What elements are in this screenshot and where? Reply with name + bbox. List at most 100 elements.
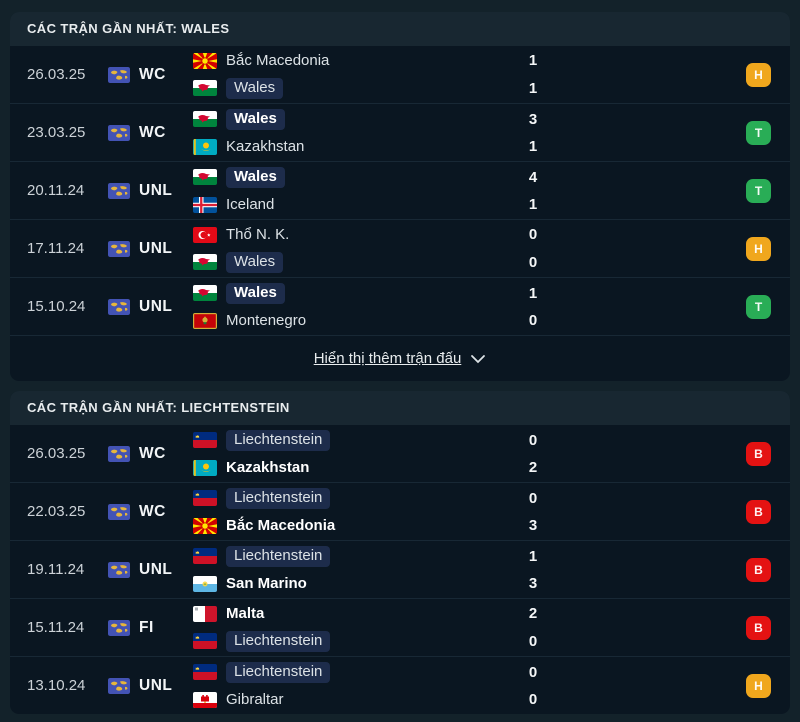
team-name: Liechtenstein	[226, 630, 331, 652]
competition-label: UNL	[139, 181, 173, 199]
match-date: 15.11.24	[27, 619, 85, 636]
team-score: 3	[528, 110, 538, 128]
team-score: 2	[528, 605, 538, 622]
competition: WC	[108, 124, 193, 142]
match-row[interactable]: 22.03.25 WC Liechtenstein 0 Bắc	[10, 482, 790, 540]
team-score: 1	[528, 79, 538, 97]
competition-label: UNL	[139, 560, 173, 578]
team-name: Malta	[226, 604, 265, 622]
section-title-liechtenstein: CÁC TRẬN GẦN NHẤT: LIECHTENSTEIN	[10, 391, 790, 425]
match-row[interactable]: 20.11.24 UNL Wales 4 Iceland	[10, 161, 790, 219]
match-date: 17.11.24	[27, 240, 85, 257]
competition: UNL	[108, 182, 193, 200]
team-score: 0	[528, 253, 538, 271]
team-name: Montenegro	[226, 311, 307, 329]
result-badge: B	[746, 499, 771, 524]
teams: Bắc Macedonia 1 Wales 1	[193, 51, 545, 99]
competition-label: UNL	[139, 676, 173, 694]
competition-world-icon	[108, 561, 130, 578]
team-name: Wales	[226, 166, 285, 188]
team-score: 2	[528, 459, 538, 476]
team-name: Thổ N. K.	[226, 225, 290, 243]
flag-san-marino-icon	[193, 575, 217, 592]
flag-wales-icon	[193, 80, 217, 96]
team-name: Liechtenstein	[226, 545, 331, 567]
team-name: Kazakhstan	[226, 458, 310, 476]
home-team-line: Wales 1	[193, 282, 545, 304]
result-badge: H	[746, 236, 771, 261]
team-name: Wales	[226, 251, 284, 273]
match-row[interactable]: 15.11.24 FI Malta 2 Liechtenste	[10, 598, 790, 656]
team-score: 1	[528, 284, 538, 302]
show-more-link[interactable]: Hiển thị thêm trận đấu	[313, 350, 462, 367]
flag-liechtenstein-icon	[193, 664, 217, 680]
competition-world-icon	[108, 66, 130, 83]
flag-north-macedonia-icon	[193, 52, 217, 69]
team-score: 0	[528, 431, 538, 449]
away-team-line: Wales 0	[193, 251, 545, 273]
team-score: 0	[528, 663, 538, 681]
teams: Liechtenstein 0 Bắc Macedonia 3	[193, 487, 545, 536]
away-team-line: Wales 1	[193, 77, 545, 99]
flag-liechtenstein-icon	[193, 633, 217, 649]
match-row[interactable]: 26.03.25 WC Bắc Macedonia 1 Wal	[10, 46, 790, 103]
match-row[interactable]: 23.03.25 WC Wales 3 Kazakhstan	[10, 103, 790, 161]
competition-label: WC	[139, 444, 166, 462]
result-badge: T	[746, 178, 771, 203]
home-team-line: Thổ N. K. 0	[193, 225, 545, 245]
section-wales-card: CÁC TRẬN GẦN NHẤT: WALES 26.03.25 WC Bắc…	[10, 12, 790, 381]
teams: Wales 1 Montenegro 0	[193, 282, 545, 331]
teams: Liechtenstein 0 Gibraltar 0	[193, 661, 545, 710]
chevron-down-icon	[470, 354, 486, 364]
match-row[interactable]: 15.10.24 UNL Wales 1 Montenegro	[10, 277, 790, 335]
away-team-line: Kazakhstan 1	[193, 137, 545, 157]
match-date: 20.11.24	[27, 182, 85, 199]
team-score: 0	[528, 691, 538, 708]
competition: WC	[108, 445, 193, 463]
result-badge: H	[746, 673, 771, 698]
team-name: Kazakhstan	[226, 137, 305, 155]
team-name: Liechtenstein	[226, 429, 331, 451]
match-list-wales: 26.03.25 WC Bắc Macedonia 1 Wal	[10, 46, 790, 335]
match-row[interactable]: 13.10.24 UNL Liechtenstein 0 Gi	[10, 656, 790, 714]
match-date: 23.03.25	[27, 124, 86, 141]
competition-world-icon	[108, 240, 130, 257]
flag-wales-icon	[193, 169, 217, 185]
home-team-line: Liechtenstein 0	[193, 661, 545, 683]
competition-label: UNL	[139, 297, 173, 315]
match-date: 26.03.25	[27, 445, 86, 462]
competition-world-icon	[108, 124, 130, 141]
team-score: 0	[528, 312, 538, 329]
flag-malta-icon	[193, 605, 217, 622]
team-score: 1	[528, 196, 538, 213]
team-score: 3	[528, 517, 538, 534]
competition-world-icon	[108, 182, 130, 199]
result-badge: T	[746, 120, 771, 145]
team-score: 0	[528, 226, 538, 243]
section-title-wales: CÁC TRẬN GẦN NHẤT: WALES	[10, 12, 790, 46]
match-row[interactable]: 26.03.25 WC Liechtenstein 0 Kaz	[10, 425, 790, 482]
match-row[interactable]: 19.11.24 UNL Liechtenstein 1 Sa	[10, 540, 790, 598]
team-name: Wales	[226, 108, 285, 130]
home-team-line: Wales 3	[193, 108, 545, 130]
competition-world-icon	[108, 298, 130, 315]
flag-iceland-icon	[193, 196, 217, 213]
competition-label: WC	[139, 123, 166, 141]
result-badge: B	[746, 557, 771, 582]
match-date: 26.03.25	[27, 66, 86, 83]
match-date: 13.10.24	[27, 677, 86, 694]
section-liechtenstein-card: CÁC TRẬN GẦN NHẤT: LIECHTENSTEIN 26.03.2…	[10, 391, 790, 714]
competition: WC	[108, 66, 193, 84]
match-row[interactable]: 17.11.24 UNL Thổ N. K. 0 Wales	[10, 219, 790, 277]
competition-label: UNL	[139, 239, 173, 257]
team-name: San Marino	[226, 574, 307, 592]
competition-world-icon	[108, 677, 130, 694]
home-team-line: Liechtenstein 0	[193, 487, 545, 509]
show-more-row: Hiển thị thêm trận đấu	[10, 335, 790, 381]
flag-gibraltar-icon	[193, 691, 217, 708]
competition: WC	[108, 503, 193, 521]
team-score: 0	[528, 632, 538, 650]
team-score: 1	[528, 138, 538, 155]
flag-liechtenstein-icon	[193, 490, 217, 506]
